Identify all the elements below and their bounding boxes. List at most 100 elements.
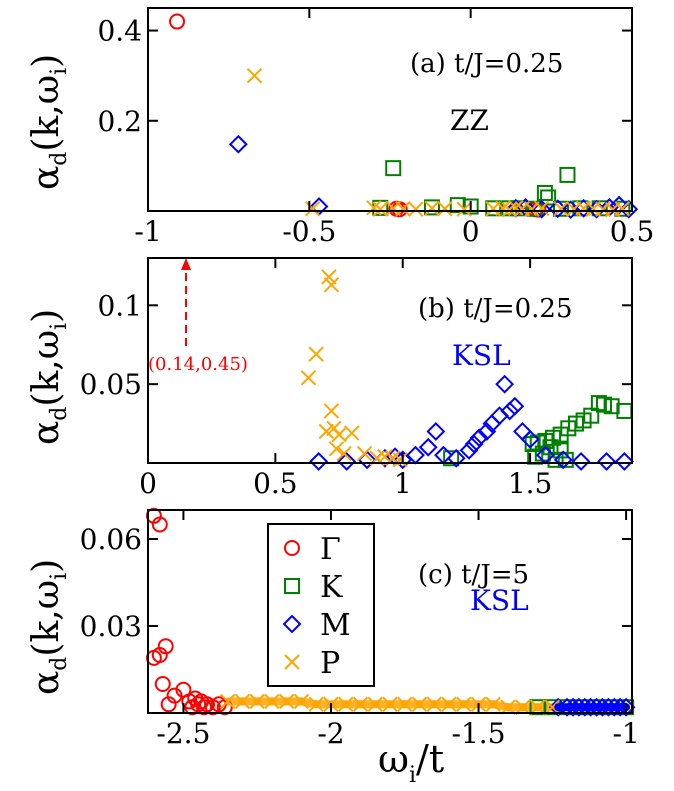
panel-b-ylabel-rest: (k,ω — [26, 330, 67, 407]
y-tick-label: 0.05 — [80, 368, 142, 401]
data-point-m — [505, 396, 525, 416]
panel-b-ylabel-close: ) — [26, 309, 67, 323]
data-point-k — [557, 451, 574, 468]
data-point-m — [459, 440, 479, 460]
data-point-gamma — [196, 699, 213, 716]
data-point-p — [304, 201, 321, 217]
panel-a-ylabel-sub2: i — [47, 68, 72, 75]
data-point-p — [219, 693, 236, 710]
panel-b-arrow-label: (0.14,0.45) — [148, 354, 248, 375]
panel-c-ylabel-main: α — [26, 671, 67, 695]
data-point-p — [456, 696, 472, 713]
panel-b-phase-label: KSL — [452, 339, 511, 372]
legend-label-gamma: Γ — [320, 532, 341, 567]
x-tick-label: -2 — [317, 717, 344, 750]
x-tick-label: -0.5 — [282, 215, 336, 248]
panel-a-phase-label: ZZ — [450, 104, 489, 137]
x-axis-label-sub: i — [409, 763, 416, 788]
data-point-p — [308, 346, 324, 362]
panel-b-ylabel-sub2: i — [47, 323, 72, 330]
legend-marker-p — [284, 654, 300, 670]
data-point-p — [500, 699, 516, 715]
panel-c-ylabel: αd(k,ωi) — [26, 559, 72, 695]
panel-a-ylabel-rest: (k,ω — [26, 75, 67, 152]
data-point-p — [395, 201, 411, 217]
data-point-p — [318, 423, 335, 440]
panel-c-frame — [147, 509, 633, 714]
x-tick-label: 1.5 — [508, 467, 553, 500]
x-tick-label: -1.5 — [452, 717, 506, 750]
data-point-p — [372, 201, 389, 217]
data-point-p — [323, 277, 340, 293]
data-point-p — [336, 445, 352, 462]
data-point-p — [441, 696, 457, 713]
data-point-m — [477, 422, 497, 441]
x-tick-label: 1 — [394, 467, 412, 500]
data-point-m — [520, 429, 540, 449]
data-point-k — [603, 398, 620, 415]
panel-a-ylabel: αd(k,ωi) — [26, 54, 72, 190]
panel-b-ticks: 0 0.5 1 1.5 0.05 0.1 — [80, 258, 632, 500]
panel-c-ticks: -2.5 -2 -1.5 -1 0.03 0.06 — [80, 510, 640, 750]
x-tick-label: 0 — [462, 215, 480, 248]
y-tick-label: 0.03 — [80, 610, 142, 643]
data-point-gamma — [169, 13, 186, 30]
legend-label-m: M — [320, 608, 351, 643]
x-tick-label: 0 — [139, 467, 157, 500]
data-point-p — [614, 201, 631, 217]
data-point-p — [234, 693, 251, 710]
data-point-k — [536, 184, 553, 201]
data-point-p — [437, 201, 453, 217]
data-point-p — [553, 201, 569, 217]
data-point-k — [443, 450, 460, 467]
data-point-p — [529, 699, 546, 715]
y-tick-label: 0.4 — [97, 15, 142, 48]
data-point-p — [392, 452, 408, 468]
data-point-p — [278, 693, 295, 710]
panel-a-annotation: (a) t/J=0.25 — [410, 49, 563, 79]
panel-b: 0 0.5 1 1.5 0.05 0.1 (0.14,0.45) (b) t/J=0.25… — [26, 257, 634, 500]
data-point-p — [485, 696, 502, 713]
panel-c-marks — [145, 507, 636, 717]
data-point-p — [426, 696, 442, 713]
data-point-m — [553, 450, 573, 470]
x-axis-label-rest: /t — [416, 737, 444, 781]
data-point-m — [469, 428, 489, 448]
panel-c: -2.5 -2 -1.5 -1 0.03 0.06 (c) t/J=5 KSL αd(k,… — [26, 507, 640, 750]
panel-b-arrow-head — [181, 258, 191, 270]
data-point-gamma — [157, 638, 174, 655]
panel-a: -1 -0.5 0 0.5 0.2 0.4 (a) t/J=0.25 ZZ αd(k,ωi… — [26, 7, 655, 248]
data-point-k — [462, 198, 479, 215]
panel-c-ylabel-sub: d — [47, 657, 72, 671]
data-point-p — [323, 403, 340, 419]
panel-c-phase-label: KSL — [470, 584, 529, 617]
legend-marker-k — [284, 578, 300, 594]
data-point-m — [337, 452, 357, 471]
data-point-p — [508, 200, 524, 216]
data-point-p — [344, 425, 360, 441]
data-point-p — [331, 426, 347, 443]
data-point-p — [338, 696, 354, 713]
x-tick-label: 0.5 — [610, 215, 655, 248]
panel-a-marks — [148, 13, 639, 220]
data-point-p — [352, 696, 369, 713]
data-point-p — [293, 693, 310, 710]
data-point-m — [597, 452, 616, 471]
legend-label-p: P — [320, 646, 340, 681]
data-point-gamma — [151, 516, 168, 533]
panel-b-ylabel: αd(k,ωi) — [26, 309, 72, 445]
data-point-m — [571, 452, 591, 471]
data-point-p — [456, 201, 472, 217]
panel-a-ylabel-main: α — [26, 166, 67, 190]
panel-b-ylabel-main: α — [26, 421, 67, 445]
data-point-m — [418, 437, 438, 457]
data-point-m — [426, 422, 446, 441]
data-point-p — [264, 693, 280, 710]
panel-a-frame — [147, 7, 633, 212]
panel-b-annotation: (b) t/J=0.25 — [418, 294, 573, 324]
data-point-k — [552, 442, 569, 459]
data-point-k — [449, 197, 466, 214]
data-point-p — [308, 696, 324, 713]
data-point-k — [423, 199, 440, 216]
